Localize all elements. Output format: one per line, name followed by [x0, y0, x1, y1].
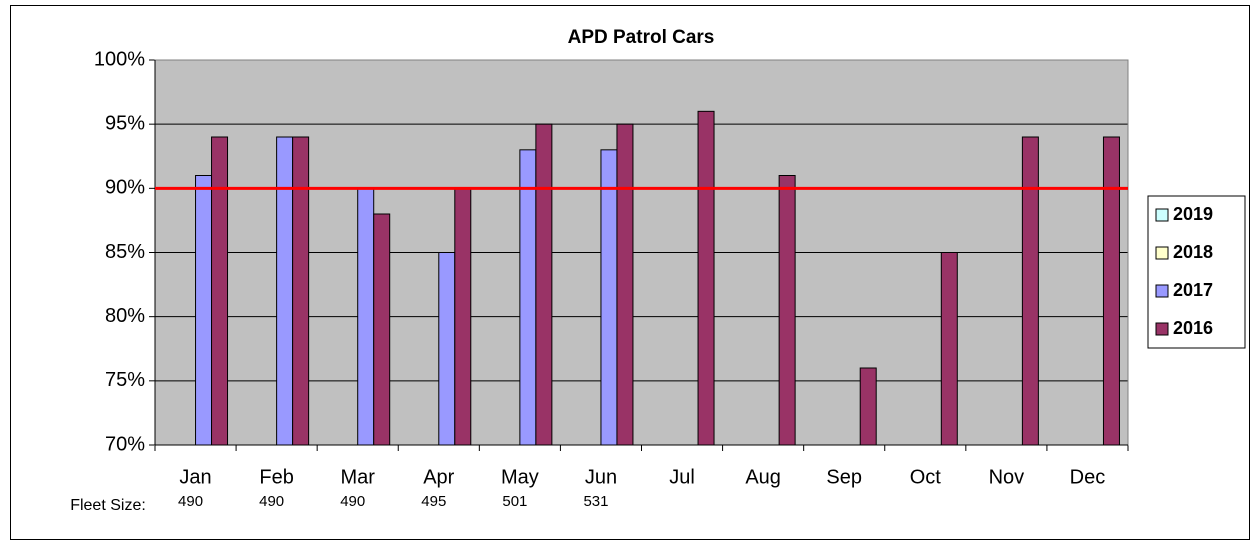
y-tick-label: 100%	[94, 48, 145, 70]
bar	[357, 187, 375, 446]
fleet-size: 531	[583, 493, 608, 510]
bar	[292, 136, 310, 446]
legend-swatch	[1155, 284, 1169, 298]
y-tick-label: 80%	[105, 305, 145, 327]
x-tick-label: Jan	[179, 466, 211, 488]
x-tick-label: Feb	[259, 466, 293, 488]
x-tick-label: Apr	[423, 466, 454, 488]
legend-label: 2016	[1173, 318, 1213, 338]
bar	[1021, 136, 1039, 446]
y-tick-label: 85%	[105, 241, 145, 263]
bar	[778, 175, 796, 446]
y-tick-label: 90%	[105, 177, 145, 199]
x-tick-label: Jul	[669, 466, 695, 488]
bar	[373, 213, 391, 446]
bar	[697, 110, 715, 446]
y-tick-label: 70%	[105, 433, 145, 455]
chart-title: APD Patrol Cars	[568, 27, 715, 48]
fleet-size: 490	[340, 493, 365, 510]
legend-swatch	[1155, 322, 1169, 336]
y-tick-label: 95%	[105, 112, 145, 134]
x-tick-label: May	[501, 466, 539, 488]
legend-label: 2017	[1173, 280, 1213, 300]
x-tick-label: Sep	[826, 466, 862, 488]
x-tick-label: Oct	[910, 466, 942, 488]
bar	[454, 187, 472, 446]
bar	[211, 136, 229, 446]
y-tick-label: 75%	[105, 369, 145, 391]
fleet-size-label: Fleet Size:	[70, 497, 146, 514]
fleet-size: 495	[421, 493, 446, 510]
fleet-size: 490	[259, 493, 284, 510]
bar	[600, 149, 618, 446]
bar	[940, 252, 958, 446]
fleet-size: 501	[502, 493, 527, 510]
x-tick-label: Dec	[1070, 466, 1106, 488]
legend-swatch	[1155, 246, 1169, 260]
legend-label: 2018	[1173, 242, 1213, 262]
bar	[616, 123, 634, 446]
bar	[519, 149, 537, 446]
legend-swatch	[1155, 208, 1169, 222]
fleet-size: 490	[178, 493, 203, 510]
bar	[276, 136, 294, 446]
bar	[195, 175, 213, 446]
bar	[438, 252, 456, 446]
x-tick-label: Nov	[989, 466, 1025, 488]
bar	[1102, 136, 1120, 446]
bar	[535, 123, 553, 446]
x-tick-label: Jun	[585, 466, 617, 488]
bar	[859, 367, 877, 446]
x-tick-label: Aug	[745, 466, 781, 488]
x-tick-label: Mar	[340, 466, 375, 488]
legend-label: 2019	[1173, 204, 1213, 224]
